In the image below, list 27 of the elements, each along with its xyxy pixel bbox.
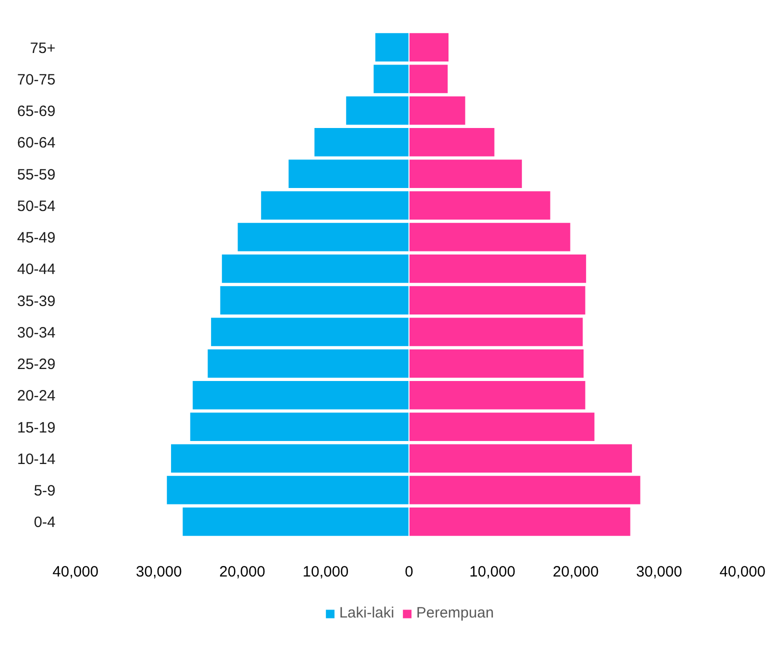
x-tick-label: 20,000 xyxy=(219,564,266,580)
y-tick-label: 40-44 xyxy=(17,261,56,278)
y-tick-label: 50-54 xyxy=(17,198,56,215)
y-tick-label: 15-19 xyxy=(17,419,56,436)
x-tick-label: 30,000 xyxy=(636,564,682,580)
y-tick-label: 60-64 xyxy=(17,134,56,152)
y-tick-label: 70-75 xyxy=(17,71,56,88)
y-tick-label: 30-34 xyxy=(17,324,56,342)
x-tick-label: 10,000 xyxy=(469,564,516,580)
x-tick-label: 40,000 xyxy=(720,564,766,580)
x-tick-label: 40,000 xyxy=(52,564,98,580)
legend-label: Perempuan xyxy=(416,604,494,622)
y-tick-label: 20-24 xyxy=(17,388,56,405)
y-tick-label: 55-59 xyxy=(17,166,56,184)
y-tick-label: 5-9 xyxy=(34,482,56,500)
y-tick-label: 45-49 xyxy=(17,230,56,247)
y-tick-label: 75+ xyxy=(30,40,56,57)
legend-label: Laki-laki xyxy=(339,604,394,622)
x-tick-label: 30,000 xyxy=(136,564,182,580)
y-tick-label: 10-14 xyxy=(17,450,56,468)
x-tick-label: 20,000 xyxy=(552,564,599,580)
y-tick-label: 35-39 xyxy=(17,292,56,310)
x-tick-label: 0 xyxy=(404,564,414,580)
y-tick-label: 25-29 xyxy=(17,356,56,374)
y-tick-label: 0-4 xyxy=(34,514,56,532)
y-tick-label: 65-69 xyxy=(17,103,56,120)
x-tick-label: 10,000 xyxy=(302,564,349,580)
